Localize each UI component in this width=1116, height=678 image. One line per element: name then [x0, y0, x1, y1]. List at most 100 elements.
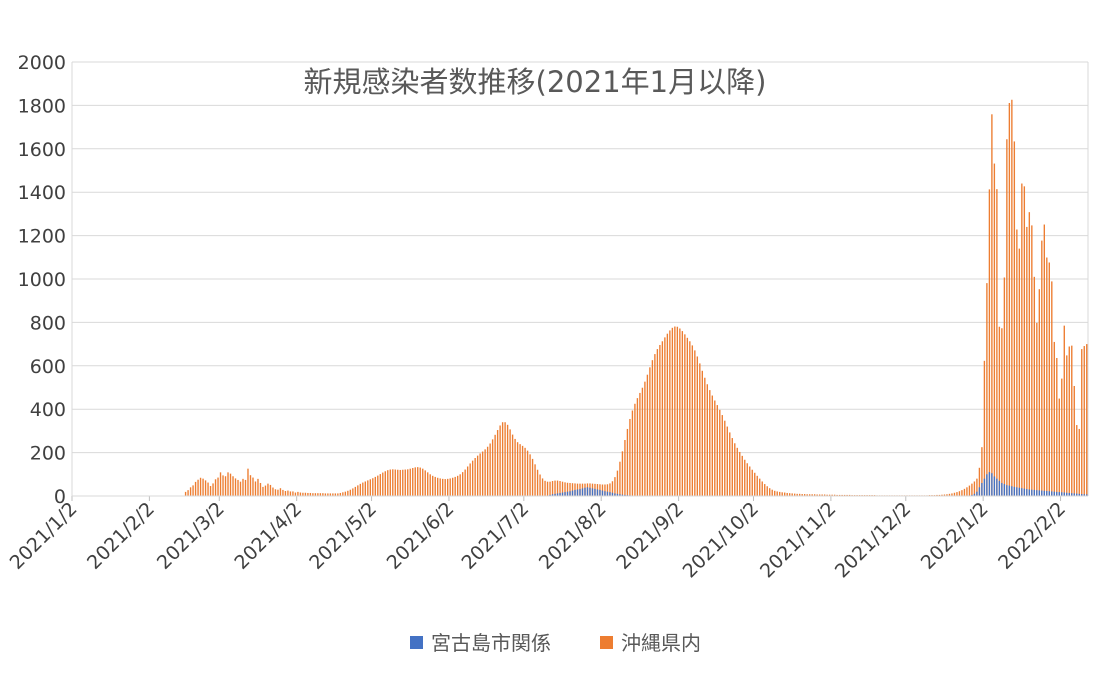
x-tick-label: 2021/4/2 [230, 498, 306, 574]
bar-okinawa [227, 472, 229, 496]
bar-miyakojima [599, 489, 601, 496]
bar-miyakojima [591, 488, 594, 496]
bar-okinawa [821, 494, 823, 496]
legend-swatch-okinawa [600, 636, 613, 649]
bar-miyakojima [604, 491, 606, 496]
bar-miyakojima [589, 487, 591, 496]
x-tick-label: 2021/10/2 [679, 498, 763, 582]
bar-okinawa [574, 483, 576, 496]
bar-okinawa [833, 494, 836, 496]
bar-okinawa [973, 481, 976, 496]
bar-okinawa [1036, 322, 1038, 496]
bar-okinawa [244, 479, 247, 496]
bar-okinawa [794, 493, 796, 496]
y-tick-label: 600 [30, 356, 66, 378]
bar-okinawa [429, 474, 431, 496]
bar-okinawa [324, 493, 327, 496]
bar-okinawa [494, 434, 496, 496]
bar-miyakojima [1041, 490, 1043, 496]
bar-okinawa [464, 469, 466, 496]
bar-okinawa [634, 403, 636, 496]
bar-miyakojima [601, 490, 604, 496]
bar-okinawa [242, 478, 244, 496]
bar-okinawa [953, 492, 956, 496]
bar-okinawa [289, 491, 292, 496]
bar-okinawa [342, 492, 344, 496]
bar-okinawa [704, 377, 706, 496]
legend-label-okinawa: 沖縄県内 [621, 631, 701, 655]
bar-miyakojima [556, 493, 559, 496]
bar-okinawa [696, 356, 699, 496]
bar-okinawa [541, 478, 544, 496]
bar-okinawa [544, 480, 546, 496]
x-tick-label: 2021/1/2 [6, 498, 82, 574]
bar-miyakojima [983, 478, 986, 496]
bar-okinawa [789, 493, 791, 496]
bar-miyakojima [1031, 489, 1033, 496]
bar-okinawa [988, 189, 991, 496]
y-tick-label: 2000 [18, 52, 66, 74]
bar-okinawa [769, 488, 771, 496]
bar-okinawa [469, 463, 471, 496]
bar-okinawa [971, 483, 973, 496]
bar-miyakojima [1018, 487, 1021, 496]
bar-okinawa [506, 424, 509, 496]
series-okinawa-bars [184, 99, 1088, 497]
bar-miyakojima [1068, 492, 1070, 496]
bar-okinawa [621, 451, 624, 496]
bar-okinawa [624, 440, 626, 496]
bar-okinawa [774, 490, 776, 496]
bar-miyakojima [1066, 492, 1068, 496]
bar-miyakojima [564, 492, 566, 496]
bar-okinawa [776, 491, 778, 496]
bar-okinawa [237, 479, 239, 496]
bar-okinawa [354, 486, 357, 496]
bar-miyakojima [1033, 489, 1036, 496]
bar-miyakojima [1081, 494, 1083, 496]
bar-miyakojima [1083, 494, 1085, 496]
bar-okinawa [511, 434, 514, 496]
bar-okinawa [801, 494, 803, 496]
bar-okinawa [357, 485, 359, 496]
bar-okinawa [694, 350, 696, 496]
bar-okinawa [936, 494, 938, 496]
bar-okinawa [417, 467, 419, 496]
bar-okinawa [1066, 355, 1068, 496]
bar-okinawa [189, 487, 192, 496]
bar-okinawa [1041, 240, 1043, 496]
bar-miyakojima [978, 487, 981, 496]
bar-okinawa [811, 494, 813, 496]
bar-okinawa [981, 447, 983, 496]
bar-okinawa [1061, 378, 1063, 496]
bar-okinawa [329, 493, 332, 496]
x-tick-label: 2021/7/2 [457, 498, 533, 574]
bar-okinawa [1046, 257, 1048, 496]
bar-okinawa [314, 493, 317, 496]
bar-okinawa [327, 493, 329, 496]
gridlines [71, 61, 1089, 496]
bar-okinawa [724, 420, 726, 496]
bar-okinawa [746, 463, 748, 496]
bar-okinawa [254, 481, 257, 496]
bar-miyakojima [614, 493, 616, 496]
bar-okinawa [734, 443, 736, 496]
bar-okinawa [337, 493, 339, 496]
bar-miyakojima [1026, 489, 1028, 496]
bar-okinawa [963, 488, 966, 496]
x-tick-label: 2021/2/2 [83, 498, 159, 574]
bar-okinawa [679, 328, 681, 496]
bar-okinawa [1073, 385, 1075, 496]
bar-okinawa [392, 469, 394, 496]
bar-okinawa [1076, 425, 1078, 496]
bar-okinawa [764, 484, 766, 496]
bar-okinawa [509, 429, 511, 496]
bar-okinawa [1053, 341, 1055, 496]
bar-okinawa [691, 345, 694, 496]
bar-okinawa [983, 360, 986, 496]
bar-okinawa [491, 439, 494, 496]
bar-okinawa [521, 445, 524, 496]
bar-okinawa [771, 489, 773, 496]
bar-okinawa [993, 163, 996, 496]
series-miyakojima-bars [549, 472, 1088, 496]
